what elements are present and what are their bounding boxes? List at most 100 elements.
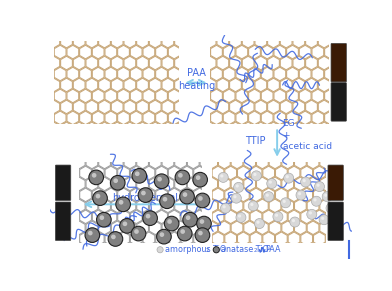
Circle shape xyxy=(313,198,317,201)
Circle shape xyxy=(250,203,254,206)
Bar xyxy=(54,41,179,124)
Circle shape xyxy=(200,219,204,224)
Bar xyxy=(79,162,202,243)
Circle shape xyxy=(218,172,228,182)
Circle shape xyxy=(132,168,147,183)
Circle shape xyxy=(131,226,146,241)
Circle shape xyxy=(183,192,187,197)
Circle shape xyxy=(119,200,123,205)
Circle shape xyxy=(298,192,301,195)
Circle shape xyxy=(163,197,167,202)
Circle shape xyxy=(135,171,140,176)
Text: TTIP: TTIP xyxy=(245,136,265,146)
Circle shape xyxy=(284,173,294,183)
FancyBboxPatch shape xyxy=(328,165,343,200)
Circle shape xyxy=(311,196,321,206)
Circle shape xyxy=(301,177,310,187)
Circle shape xyxy=(141,191,146,195)
Circle shape xyxy=(238,214,241,218)
Circle shape xyxy=(157,229,171,244)
Circle shape xyxy=(266,194,269,197)
Circle shape xyxy=(164,216,179,231)
FancyBboxPatch shape xyxy=(328,202,343,240)
Circle shape xyxy=(178,226,192,241)
Circle shape xyxy=(167,219,172,224)
Circle shape xyxy=(96,212,111,227)
Circle shape xyxy=(160,232,164,237)
Circle shape xyxy=(96,194,100,198)
Text: EG
+
acetic acid: EG + acetic acid xyxy=(283,119,332,151)
Circle shape xyxy=(273,212,283,222)
Circle shape xyxy=(134,229,139,234)
Circle shape xyxy=(143,211,158,226)
Circle shape xyxy=(316,184,320,187)
Circle shape xyxy=(154,174,169,189)
Circle shape xyxy=(196,175,200,180)
Circle shape xyxy=(307,209,317,219)
Circle shape xyxy=(221,203,230,213)
Text: anatase TiO: anatase TiO xyxy=(221,245,269,254)
Circle shape xyxy=(269,180,272,184)
Text: PAA: PAA xyxy=(187,68,206,78)
Text: 2: 2 xyxy=(254,249,258,253)
Circle shape xyxy=(198,196,203,201)
Text: amorphous TiO: amorphous TiO xyxy=(165,245,226,254)
Circle shape xyxy=(223,205,226,208)
Circle shape xyxy=(120,219,134,233)
Circle shape xyxy=(113,178,118,183)
Circle shape xyxy=(236,184,239,188)
Circle shape xyxy=(180,229,185,234)
Circle shape xyxy=(88,231,93,235)
Circle shape xyxy=(193,172,207,187)
FancyBboxPatch shape xyxy=(331,83,347,121)
Bar xyxy=(212,162,326,243)
Circle shape xyxy=(322,191,332,202)
Circle shape xyxy=(175,170,190,185)
Circle shape xyxy=(157,177,162,182)
Circle shape xyxy=(116,197,131,212)
Circle shape xyxy=(138,188,153,203)
Circle shape xyxy=(180,189,194,204)
Circle shape xyxy=(111,235,116,239)
Circle shape xyxy=(275,214,278,217)
Circle shape xyxy=(108,232,123,246)
Circle shape xyxy=(183,212,198,227)
Circle shape xyxy=(93,191,107,205)
Circle shape xyxy=(303,179,306,182)
Text: hydrothermal: hydrothermal xyxy=(113,193,178,203)
Circle shape xyxy=(267,178,277,189)
Text: 2: 2 xyxy=(205,249,209,253)
Circle shape xyxy=(178,173,183,178)
Circle shape xyxy=(146,214,151,219)
FancyBboxPatch shape xyxy=(55,165,71,200)
Circle shape xyxy=(256,221,260,224)
Circle shape xyxy=(231,193,241,203)
Circle shape xyxy=(281,198,290,208)
Circle shape xyxy=(89,170,103,185)
Circle shape xyxy=(160,194,174,209)
Circle shape xyxy=(234,182,244,192)
Text: PAA: PAA xyxy=(265,245,281,254)
Circle shape xyxy=(197,216,211,231)
Circle shape xyxy=(236,212,246,222)
Circle shape xyxy=(314,182,325,191)
Circle shape xyxy=(100,215,104,220)
Circle shape xyxy=(324,194,327,197)
Circle shape xyxy=(296,190,306,200)
Circle shape xyxy=(326,203,336,213)
FancyBboxPatch shape xyxy=(331,43,347,82)
Circle shape xyxy=(254,219,265,228)
Circle shape xyxy=(290,217,300,227)
Circle shape xyxy=(233,195,236,198)
Circle shape xyxy=(198,231,203,235)
Circle shape xyxy=(195,193,210,208)
Circle shape xyxy=(319,215,329,225)
Circle shape xyxy=(321,217,324,220)
FancyBboxPatch shape xyxy=(55,202,71,240)
Circle shape xyxy=(328,205,331,208)
Circle shape xyxy=(111,175,125,190)
Circle shape xyxy=(248,201,258,211)
Circle shape xyxy=(292,219,295,222)
Circle shape xyxy=(283,200,286,203)
Circle shape xyxy=(195,228,210,242)
